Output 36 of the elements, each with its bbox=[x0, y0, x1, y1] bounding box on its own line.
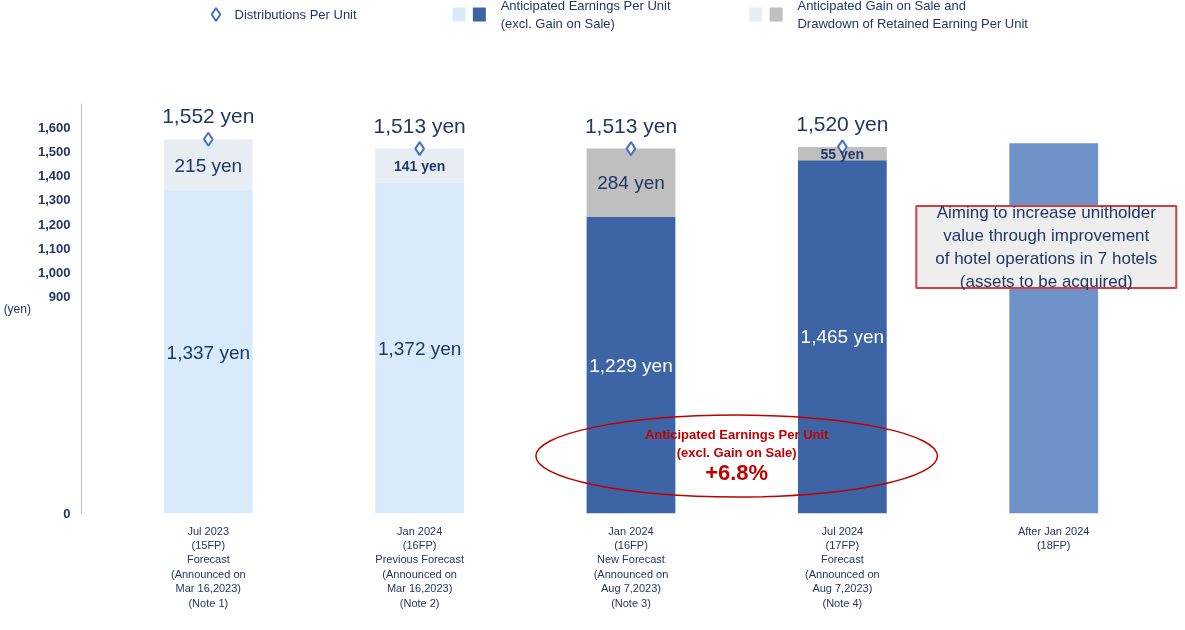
data-label: 284 yen bbox=[597, 172, 665, 194]
y-tick-label: 1,300 bbox=[37, 192, 71, 208]
data-label: 141 yen bbox=[393, 157, 446, 174]
data-label: 1,513 yen bbox=[373, 113, 466, 137]
bar bbox=[163, 139, 253, 192]
y-tick-label: 1,400 bbox=[37, 168, 71, 184]
y-tick-label: 1,100 bbox=[37, 240, 71, 256]
data-label: 1,513 yen bbox=[584, 113, 678, 137]
x-tick-label: Jan 2024 (16FP) New Forecast (Announced on Aug 7,2023) (Note 3) bbox=[593, 524, 669, 609]
x-tick-label: After Jan 2024 (18FP) bbox=[1017, 524, 1090, 551]
y-tick-label: 1,500 bbox=[37, 144, 71, 160]
x-tick-label: Jul 2023 (15FP) Forecast (Announced on Mar 16,2023) (Note 1) bbox=[171, 524, 246, 609]
y-tick-label: 1,200 bbox=[37, 216, 71, 232]
data-label: 1,229 yen bbox=[589, 354, 673, 376]
annotation: Aiming to increase unitholder value through improvement of hotel operations in 7 hotels (assets to be acquired) bbox=[935, 203, 1158, 291]
data-label: 215 yen bbox=[174, 154, 243, 176]
y-tick-label: 900 bbox=[48, 288, 71, 304]
data-label: 55 yen bbox=[820, 145, 865, 162]
x-tick-label: Jul 2024 (17FP) Forecast (Announced on Aug 7,2023) (Note 4) bbox=[805, 524, 880, 609]
bar bbox=[163, 191, 253, 514]
y-tick-label: 1,000 bbox=[37, 264, 71, 280]
data-label: 1,337 yen bbox=[166, 341, 251, 363]
legend-label: Distributions Per Unit bbox=[234, 7, 358, 22]
x-tick-label: Jan 2024 (16FP) Previous Forecast (Announced on Mar 16,2023) (Note 2) bbox=[375, 524, 464, 609]
y-tick-label: 1,600 bbox=[37, 120, 71, 136]
bar bbox=[586, 148, 676, 218]
data-label: 1,372 yen bbox=[377, 337, 462, 359]
data-label: 1,465 yen bbox=[800, 326, 885, 348]
data-label: 1,552 yen bbox=[162, 104, 255, 128]
y-tick-label: 0 bbox=[63, 506, 71, 521]
bar bbox=[375, 182, 465, 514]
legend-label: Anticipated Earnings Per Unit (excl. Gain on Sale) bbox=[500, 0, 671, 31]
y-axis-title: (yen) bbox=[3, 301, 31, 316]
legend-label: Anticipated Gain on Sale and Drawdown of Retained Earning Per Unit bbox=[797, 0, 1029, 31]
data-label: 1,520 yen bbox=[796, 111, 889, 135]
annotation: +6.8% bbox=[705, 460, 769, 485]
